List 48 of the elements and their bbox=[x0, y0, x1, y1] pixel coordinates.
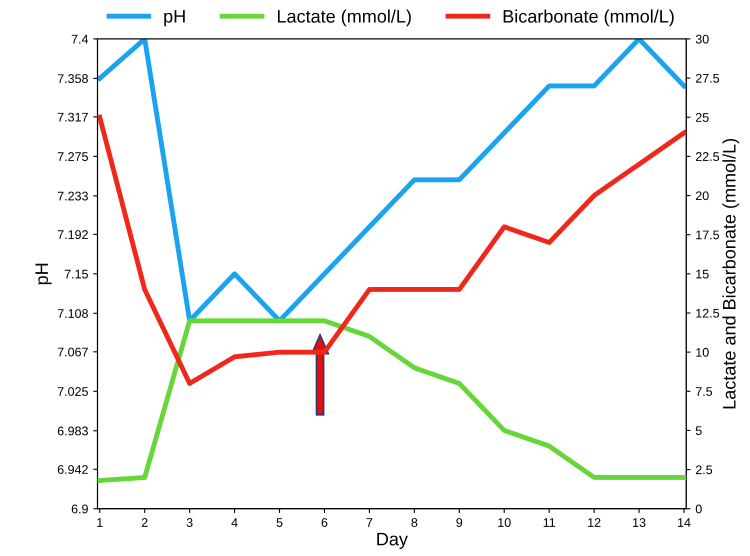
y2-tick-label: 30 bbox=[696, 34, 709, 44]
x-tick-label: 11 bbox=[544, 518, 556, 527]
y-tick-label: 7.067 bbox=[58, 348, 88, 356]
x-tick-label: 1 bbox=[97, 518, 103, 527]
x-tick-label: 8 bbox=[411, 518, 418, 527]
y-tick-label: 7.4 bbox=[72, 34, 88, 44]
y2-tick-label: 17.5 bbox=[696, 230, 720, 240]
y-axis-title: pH bbox=[35, 264, 52, 284]
x-tick-label: 14 bbox=[678, 518, 691, 527]
x-tick-label: 10 bbox=[498, 518, 511, 527]
x-tick-label: 2 bbox=[142, 518, 148, 527]
y2-tick-label: 5 bbox=[696, 426, 702, 436]
y2-tick-label: 22.5 bbox=[696, 152, 720, 162]
legend-label: pH bbox=[164, 10, 185, 26]
y2-tick-label: 25 bbox=[696, 113, 709, 122]
y2-tick-label: 7.5 bbox=[696, 387, 712, 396]
y2-tick-label: 20 bbox=[696, 191, 709, 200]
y2-tick-label: 2.5 bbox=[696, 465, 712, 474]
y-tick-label: 7.275 bbox=[58, 152, 88, 162]
y-tick-label: 6.983 bbox=[58, 426, 88, 436]
y-tick-label: 7.025 bbox=[58, 387, 88, 396]
y-tick-label: 7.192 bbox=[58, 230, 88, 240]
y-tick-label: 7.233 bbox=[58, 192, 88, 200]
x-tick-label: 4 bbox=[231, 518, 238, 527]
x-tick-label: 7 bbox=[366, 518, 372, 527]
legend-label: Bicarbonate (mmol/L) bbox=[504, 9, 674, 26]
y2-tick-label: 10 bbox=[696, 348, 709, 357]
x-tick-label: 6 bbox=[322, 518, 328, 527]
line-series bbox=[98, 114, 686, 386]
y2-tick-label: 12.5 bbox=[696, 308, 720, 318]
x-tick-label: 5 bbox=[276, 518, 282, 527]
y-tick-label: 7.108 bbox=[58, 309, 88, 318]
x-tick-label: 3 bbox=[186, 518, 193, 527]
y2-tick-label: 27.5 bbox=[696, 74, 720, 83]
y-tick-label: 6.942 bbox=[58, 465, 88, 474]
y2-axis-title: Lactate and Bicarbonate (mmol/L) bbox=[722, 138, 740, 408]
y-tick-label: 7.317 bbox=[58, 112, 88, 122]
y-tick-label: 7.15 bbox=[64, 270, 88, 278]
x-axis-title: Day bbox=[377, 532, 408, 550]
y2-tick-label: 0 bbox=[696, 504, 702, 514]
line-series bbox=[98, 318, 686, 483]
x-tick-label: 12 bbox=[588, 518, 600, 527]
y-tick-label: 7.358 bbox=[58, 74, 88, 84]
y2-tick-label: 15 bbox=[696, 270, 709, 278]
y-tick-label: 6.9 bbox=[72, 504, 88, 514]
legend-label: Lactate (mmol/L) bbox=[278, 9, 411, 26]
x-tick-label: 13 bbox=[633, 518, 646, 527]
x-tick-label: 9 bbox=[456, 518, 462, 527]
